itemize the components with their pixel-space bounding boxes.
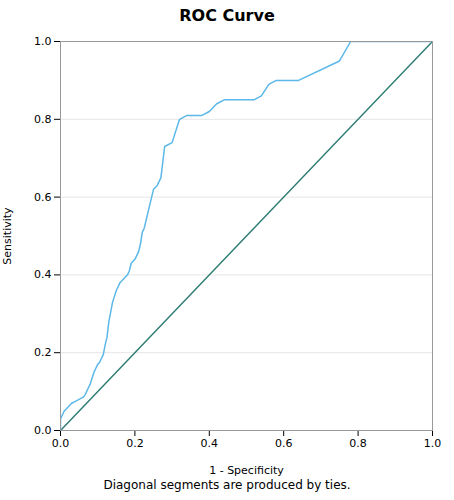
svg-text:1 - Specificity: 1 - Specificity: [209, 464, 284, 477]
svg-text:Sensitivity: Sensitivity: [1, 207, 14, 265]
svg-text:0.4: 0.4: [34, 268, 52, 281]
svg-text:0.4: 0.4: [201, 437, 219, 450]
svg-text:0.0: 0.0: [52, 437, 70, 450]
svg-text:1.0: 1.0: [34, 35, 52, 48]
svg-text:0.8: 0.8: [34, 113, 52, 126]
svg-text:0.2: 0.2: [126, 437, 144, 450]
svg-text:1.0: 1.0: [424, 437, 442, 450]
svg-text:0.8: 0.8: [349, 437, 367, 450]
svg-text:0.0: 0.0: [34, 424, 52, 437]
svg-text:0.2: 0.2: [34, 346, 52, 359]
html-text:Diagonal segments are produced: Diagonal segments are produced by ties.: [103, 478, 351, 492]
svg-text:0.6: 0.6: [34, 191, 52, 204]
html-text:ROC Curve: ROC Curve: [179, 6, 275, 25]
svg-text:0.6: 0.6: [275, 437, 293, 450]
